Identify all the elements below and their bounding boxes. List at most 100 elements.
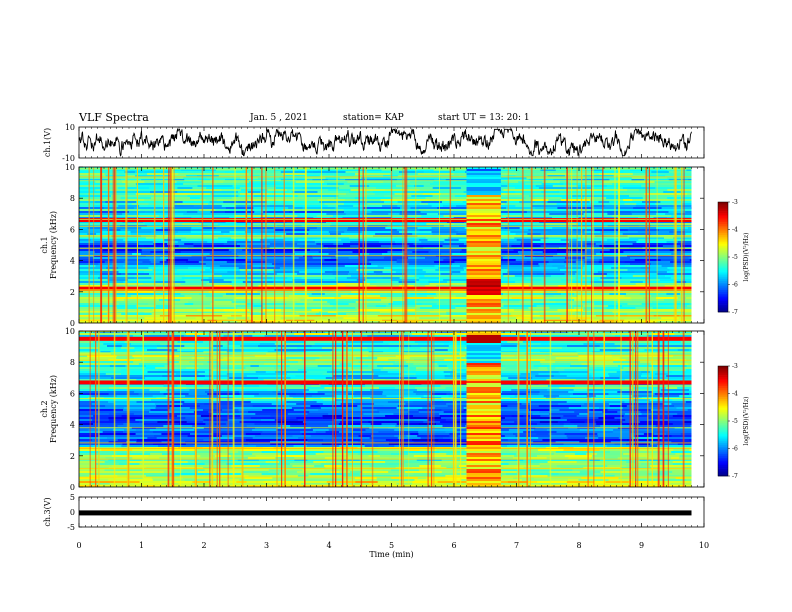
ch1-spectrogram-cell bbox=[630, 281, 644, 284]
ch1-spectrogram-cell bbox=[227, 239, 250, 242]
ch1-spectrogram-cell bbox=[422, 269, 436, 272]
ch1-spectrogram-cell bbox=[499, 279, 509, 282]
ch2-spectrogram-cell bbox=[657, 469, 687, 472]
ch1-spectrogram-cell bbox=[397, 319, 411, 322]
ch2-spectrogram-cell bbox=[446, 473, 484, 476]
ch1-spectrogram-colorbar-step bbox=[718, 257, 728, 260]
ch2-spectrogram-sferic-line bbox=[113, 331, 116, 487]
ch2-spectrogram-cell bbox=[548, 385, 576, 388]
ch2-spectrogram-cell bbox=[593, 481, 606, 484]
ch1-spectrogram-cell bbox=[420, 211, 451, 214]
ch1-spectrogram-sferic-line bbox=[358, 167, 360, 323]
ch1-y-tick-label: 10 bbox=[65, 123, 75, 132]
ch2-spectrogram-cell bbox=[445, 431, 471, 434]
ch1-spectrogram-cell bbox=[413, 285, 426, 288]
ch1-spectrogram-cell bbox=[402, 169, 435, 172]
ch1-spectrogram-cell bbox=[79, 207, 90, 210]
ch1-spectrogram-cell bbox=[276, 273, 298, 276]
ch2-spectrogram-cell bbox=[104, 375, 129, 378]
ch2-spectrogram-cell bbox=[566, 435, 599, 438]
ch1-spectrogram-cell bbox=[409, 245, 443, 248]
ch2-spectrogram-cell bbox=[456, 429, 477, 432]
ch1-spectrogram-cell bbox=[309, 189, 329, 192]
ch1-spectrogram-cell bbox=[532, 241, 570, 244]
ch1-spectrogram-cell bbox=[580, 253, 597, 256]
ch2-spectrogram-cell bbox=[668, 379, 692, 382]
ch1-spectrogram-cell bbox=[184, 243, 194, 246]
ch1-spectrogram-cell bbox=[675, 251, 686, 254]
ch1-spectrogram-cell bbox=[483, 299, 520, 302]
ch1-spectrogram-cell bbox=[621, 257, 631, 260]
ch2-spectrogram-cell bbox=[408, 453, 431, 456]
ch2-spectrogram-cell bbox=[252, 429, 277, 432]
ch2-spectrogram-cell bbox=[563, 443, 596, 446]
ch2-spectrogram-cell bbox=[194, 477, 228, 480]
ch1-spectrogram-cell bbox=[688, 167, 692, 170]
ch1-spectrogram-cell bbox=[616, 223, 651, 226]
ch1-spectrogram-cell bbox=[173, 229, 191, 232]
ch1-spectrogram-sferic-line bbox=[543, 167, 546, 323]
ch1-spectrogram-sferic-line bbox=[201, 167, 204, 323]
ch2-spectrogram-cell bbox=[517, 407, 551, 410]
ch1-spectrogram-cell bbox=[566, 283, 581, 286]
ch2-spectrogram-cell bbox=[597, 347, 617, 350]
ch1-spectrogram-cell bbox=[593, 171, 624, 174]
ch2-spectrogram-cell bbox=[391, 477, 419, 480]
ch1-spectrogram-cell bbox=[437, 295, 456, 298]
ch1-spectrogram-faint-line bbox=[79, 218, 692, 220]
ch1-spectrogram-cell bbox=[205, 229, 240, 232]
ch2-spectrogram-cell bbox=[633, 387, 667, 390]
ch1-spectrogram-cell bbox=[79, 215, 103, 218]
ch2-spectrogram-cell bbox=[79, 385, 92, 388]
ch2-spectrogram-cell bbox=[142, 469, 175, 472]
ch1-spectrogram-cell bbox=[93, 257, 121, 260]
ch2-spectrogram-cell bbox=[133, 361, 168, 364]
ch1-spectrogram-colorbar-step bbox=[718, 264, 728, 267]
ch2-spectrogram-cell bbox=[79, 479, 93, 482]
ch2-spectrogram-cell bbox=[173, 429, 195, 432]
ch1-spectrogram-cell bbox=[132, 253, 142, 256]
ch2-spectrogram-cell bbox=[547, 369, 565, 372]
ch1-spectrogram-cell bbox=[120, 229, 157, 232]
ch2-spectrogram-cell bbox=[516, 471, 550, 474]
ch2-spectrogram-cell bbox=[293, 445, 308, 448]
ch2-spectrogram-cell bbox=[529, 409, 550, 412]
ch1-spectrogram-cell bbox=[92, 297, 114, 300]
ch2-spectrogram-cell bbox=[239, 479, 260, 482]
ch1-spectrogram-cell bbox=[246, 301, 263, 304]
ch2-spectrogram-cell bbox=[383, 405, 399, 408]
ch1-spectrogram-cell bbox=[515, 233, 528, 236]
ch2-spectrogram-cell bbox=[165, 449, 195, 452]
ch2-spectrogram-cell bbox=[690, 399, 692, 402]
ch2-spectrogram-cell bbox=[135, 419, 171, 422]
ch2-spectrogram-cell bbox=[649, 453, 661, 456]
ch2-spectrogram-cell bbox=[501, 433, 514, 436]
ch1-spectrogram-cell bbox=[497, 307, 529, 310]
ch2-spectrogram-cell bbox=[418, 469, 436, 472]
ch2-spectrogram-cell bbox=[434, 349, 449, 352]
ch2-spectrogram-cell bbox=[79, 417, 109, 420]
ch2-spectrogram-cell bbox=[204, 403, 242, 406]
ch1-spectrogram-cell bbox=[79, 261, 106, 264]
ch2-spectrogram-sferic-line bbox=[142, 331, 144, 487]
ch2-spectrogram-cell bbox=[666, 375, 685, 378]
ch2-spectrogram-cell bbox=[629, 455, 649, 458]
ch1-spectrogram-cell bbox=[387, 293, 411, 296]
ch1-spectrogram-cell bbox=[274, 229, 291, 232]
ch1-spectrogram-faint-line bbox=[79, 235, 692, 237]
ch2-spectrogram-cell bbox=[246, 481, 264, 484]
ch2-spectrogram-cell bbox=[151, 399, 174, 402]
ch1-spectrogram-cell bbox=[642, 195, 676, 198]
ch2-spectrogram-cell bbox=[212, 365, 251, 368]
ch2-spectrogram-cell bbox=[369, 437, 399, 440]
ch2-spectrogram-cell bbox=[375, 417, 404, 420]
ch1-spectrogram-cell bbox=[538, 263, 548, 266]
ch1-spectrogram-cell bbox=[125, 305, 137, 308]
ch2-spectrogram-cell bbox=[185, 417, 211, 420]
ch1-spectrogram-burst-cell bbox=[466, 307, 501, 310]
station-label: station= KAP bbox=[343, 113, 404, 123]
ch2-spectrogram-cell bbox=[278, 361, 299, 364]
ch2-spectrogram-cell bbox=[139, 421, 158, 424]
ch1-spectrogram-cell bbox=[600, 251, 624, 254]
ch1-spectrogram-sferic-line bbox=[675, 167, 677, 323]
